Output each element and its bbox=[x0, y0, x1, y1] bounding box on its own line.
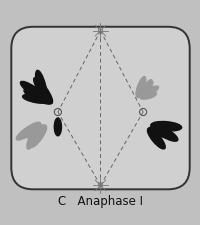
Ellipse shape bbox=[34, 78, 52, 104]
FancyBboxPatch shape bbox=[11, 28, 189, 189]
Ellipse shape bbox=[35, 71, 46, 100]
Ellipse shape bbox=[147, 129, 164, 149]
Ellipse shape bbox=[27, 123, 41, 149]
Ellipse shape bbox=[22, 95, 50, 104]
Ellipse shape bbox=[139, 92, 156, 100]
Ellipse shape bbox=[147, 127, 172, 138]
Ellipse shape bbox=[54, 118, 61, 136]
Ellipse shape bbox=[30, 126, 46, 148]
Ellipse shape bbox=[150, 122, 181, 131]
Ellipse shape bbox=[150, 124, 177, 142]
Text: C   Anaphase I: C Anaphase I bbox=[58, 194, 142, 207]
Ellipse shape bbox=[24, 90, 52, 105]
Ellipse shape bbox=[141, 87, 158, 97]
Ellipse shape bbox=[136, 82, 152, 98]
Ellipse shape bbox=[20, 82, 45, 100]
Ellipse shape bbox=[22, 125, 46, 138]
Ellipse shape bbox=[16, 123, 40, 140]
Ellipse shape bbox=[141, 80, 151, 97]
Ellipse shape bbox=[135, 77, 145, 98]
